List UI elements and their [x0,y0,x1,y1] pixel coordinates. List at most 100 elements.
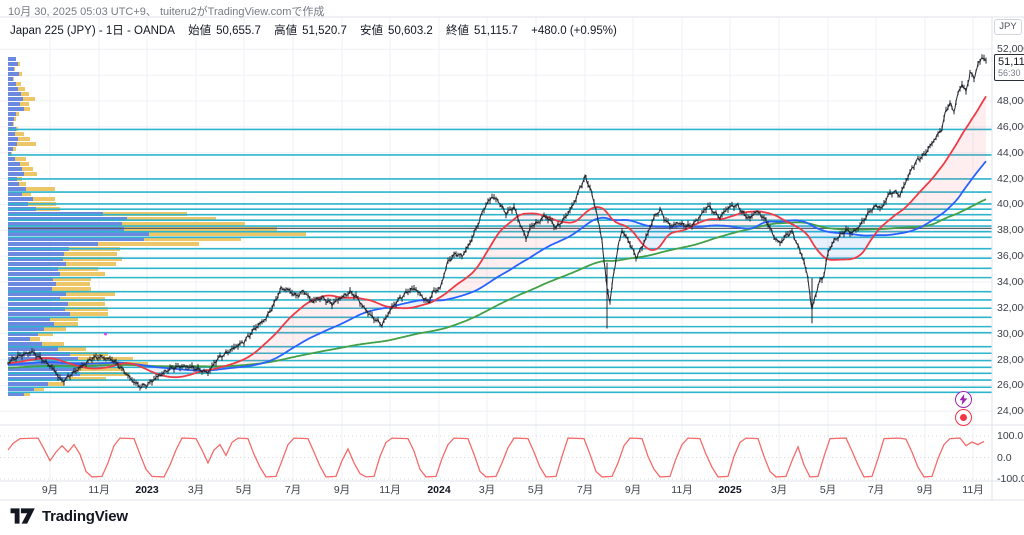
oscillator-axis-label: 100.0 [997,430,1024,442]
volume-profile-buy-bar [8,97,23,101]
price-axis-label: 24,000.0 [997,405,1024,418]
volume-profile-sell-bar [122,222,245,226]
volume-profile-sell-bar [17,142,36,146]
volume-profile-sell-bar [70,312,108,316]
volume-profile-buy-bar [8,277,53,281]
volume-profile-sell-bar [42,342,64,346]
volume-profile-sell-bar [24,392,30,396]
time-axis-label: 3月 [187,484,205,496]
change-value: +480.0 (+0.95%) [531,25,617,37]
ma-ribbon-fill [205,295,390,371]
volume-profile-buy-bar [8,57,16,61]
price-close-line[interactable] [7,56,987,389]
volume-profile-sell-bar [66,262,116,266]
high-label: 高値 [274,25,298,37]
volume-profile-buy-bar [8,77,13,81]
volume-profile-buy-bar [8,87,18,91]
volume-profile-sell-bar [127,217,216,221]
volume-profile-buy-bar [8,312,70,316]
volume-profile-sell-bar [58,347,86,351]
volume-profile-buy-bar [8,182,19,186]
volume-profile-sell-bar [66,292,115,296]
volume-profile-buy-bar [8,347,58,351]
price-axis-label: 26,000.0 [997,379,1024,392]
volume-profile-buy-bar [8,112,16,116]
volume-profile-buy-bar [8,102,20,106]
price-axis-label: 52,000.0 [997,43,1024,56]
price-chart-canvas[interactable] [0,0,1024,505]
symbol-legend[interactable]: Japan 225 (JPY) - 1日 - OANDA 始値 50,655.7 … [10,22,621,38]
volume-profile-buy-bar [8,222,122,226]
price-axis-label: 46,000.0 [997,120,1024,133]
ma-fast-line[interactable] [8,95,987,379]
volume-profile-buy-bar [8,187,26,191]
ma-slow-line[interactable] [7,198,987,369]
oscillator-axis-label: 0.0 [997,451,1012,464]
volume-profile-buy-bar [8,302,68,306]
volume-profile-buy-bar [8,242,98,246]
volume-profile-sell-bar [64,252,117,256]
publish-idea-button[interactable] [955,391,972,408]
volume-profile-sell-bar [149,232,306,236]
time-axis-label: 9月 [41,484,59,496]
volume-profile-sell-bar [26,187,55,191]
volume-profile-sell-bar [16,112,19,116]
ma-ribbon-fill [875,96,986,236]
price-axis-label: 34,000.0 [997,276,1024,288]
volume-profile-buy-bar [8,227,124,231]
oscillator-axis-label: -100.0 [997,473,1024,485]
volume-profile-sell-bar [13,77,14,81]
volume-profile-buy-bar [8,297,60,301]
record-icon [960,414,967,421]
volume-profile-buy-bar [8,122,13,126]
drawing-marker-dot[interactable] [104,332,107,336]
time-axis-label: 7月 [867,484,885,496]
volume-profile-buy-bar [8,117,14,121]
volume-profile-sell-bar [14,67,15,71]
volume-profile-sell-bar [33,197,55,201]
volume-profile-buy-bar [8,167,22,171]
volume-profile-sell-bar [54,322,78,326]
high-value: 51,520.7 [302,25,347,37]
volume-profile-sell-bar [23,97,35,101]
time-axis-label: 9月 [333,484,351,496]
record-button[interactable] [955,409,972,426]
volume-profile-sell-bar [19,182,26,186]
volume-profile-sell-bar [18,87,25,91]
volume-profile-sell-bar [50,317,78,321]
volume-profile-buy-bar [8,157,15,161]
volume-profile-sell-bar [19,72,22,76]
volume-profile-buy-bar [8,327,44,331]
currency-button[interactable]: JPY [994,19,1022,35]
volume-profile-sell-bar [98,242,199,246]
tradingview-logo[interactable]: TradingView [10,507,128,525]
tradingview-logo-icon [10,508,35,524]
volume-profile-buy-bar [8,107,24,111]
time-axis-label: 11月 [88,484,110,496]
time-axis-label: 2025 [718,484,742,496]
time-axis-label: 11月 [962,484,984,496]
volume-profile-sell-bar [124,227,277,231]
price-bars[interactable] [7,54,987,391]
price-axis-label: 40,000.0 [997,198,1024,211]
price-axis-label: 30,000.0 [997,327,1024,340]
ma-mid-line[interactable] [7,160,987,372]
volume-profile-buy-bar [8,292,66,296]
volume-profile-sell-bar [18,137,30,141]
last-price-value: 51,115.7 [998,56,1024,68]
volume-profile-sell-bar [144,237,241,241]
open-label: 始値 [188,25,212,37]
volume-profile-buy-bar [8,252,64,256]
volume-profile-sell-bar [14,117,16,121]
time-axis-label: 11月 [671,484,693,496]
ma-ribbon-fill [435,207,613,301]
volume-profile-buy-bar [8,172,24,176]
oscillator-line[interactable] [7,437,985,478]
volume-profile-buy-bar [8,147,13,151]
volume-profile-sell-bar [56,282,90,286]
volume-profile-sell-bar [21,92,29,96]
volume-profile-buy-bar [8,332,38,336]
price-axis-label: 48,000.0 [997,95,1024,107]
volume-profile-sell-bar [34,387,44,391]
